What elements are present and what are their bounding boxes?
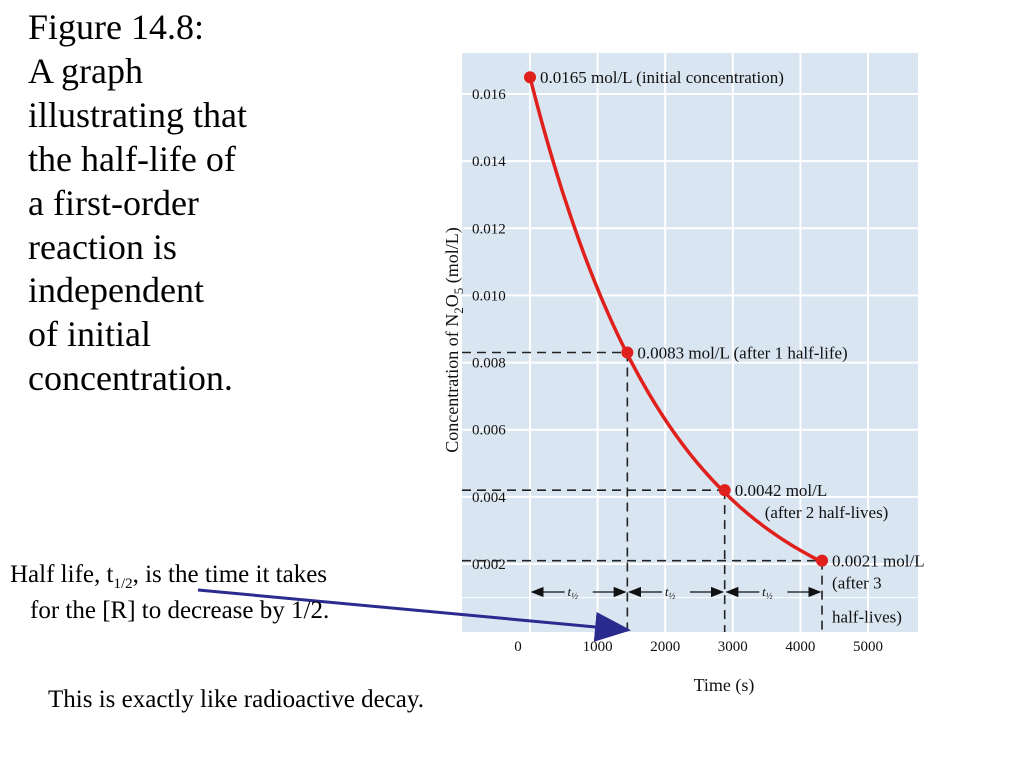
x-tick-label: 0 <box>514 639 522 655</box>
y-tick-label: 0.016 <box>472 87 506 103</box>
pointer-arrow <box>197 588 631 642</box>
caption-line: concentration. <box>28 358 233 399</box>
data-point-label: 0.0042 mol/L <box>735 481 828 500</box>
half-life-symbol: t <box>762 584 766 599</box>
half-life-span-label: t½ <box>665 584 676 601</box>
half-life-subscript: ½ <box>766 591 773 601</box>
y-tick-label: 0.010 <box>472 288 506 304</box>
data-point-label: half-lives) <box>832 608 902 627</box>
caption-line: A graph <box>28 50 143 91</box>
caption-line: reaction is <box>28 226 177 267</box>
data-point <box>621 346 634 359</box>
data-point-label: 0.0165 mol/L (initial concentration) <box>540 68 784 87</box>
note-line-1: Half life, t1/2, is the time it takes <box>10 558 329 594</box>
data-point <box>718 484 731 497</box>
figure-caption: Figure 14.8: A graph illustrating that t… <box>28 6 328 401</box>
caption-line: the half-life of <box>28 138 236 179</box>
half-life-span-label: t½ <box>762 584 773 601</box>
half-life-subscript: ½ <box>668 591 675 601</box>
y-tick-label: 0.014 <box>472 154 506 170</box>
y-axis-title: Concentration of N2O5 (mol/L) <box>442 227 466 452</box>
y-tick-label: 0.008 <box>472 356 506 372</box>
y-tick-label: 0.002 <box>472 557 506 573</box>
data-point-label: (after 2 half-lives) <box>765 503 889 522</box>
plot-background <box>462 53 918 632</box>
half-life-symbol: t <box>567 584 571 599</box>
x-tick-label: 1000 <box>583 639 613 655</box>
y-tick-label: 0.004 <box>472 490 506 506</box>
data-point <box>524 71 536 84</box>
x-tick-label: 4000 <box>785 639 815 655</box>
half-life-subscript: ½ <box>571 591 578 601</box>
footer-text: This is exactly like radioactive decay. <box>48 686 425 713</box>
decay-curve <box>528 76 823 564</box>
y-tick-label: 0.006 <box>472 423 506 439</box>
half-life-note: Half life, t1/2, is the time it takes fo… <box>10 558 329 628</box>
half-life-symbol: t <box>665 584 669 599</box>
data-point-label: 0.0083 mol/L (after 1 half-life) <box>637 344 847 363</box>
data-point <box>816 554 829 567</box>
caption-line: independent <box>28 270 204 311</box>
caption-line: Figure 14.8: <box>28 7 204 47</box>
x-tick-label: 3000 <box>718 639 748 655</box>
note-text: , is the time it takes <box>132 561 328 588</box>
caption-line: illustrating that <box>28 94 247 135</box>
y-tick-label: 0.012 <box>472 221 506 237</box>
x-tick-label: 5000 <box>853 639 883 655</box>
x-tick-label: 2000 <box>650 639 680 655</box>
note-subscript: 1/2 <box>113 576 133 592</box>
caption-line: of initial <box>28 314 151 355</box>
x-axis-title: Time (s) <box>694 675 755 696</box>
note-text: Half life, t <box>10 561 114 588</box>
data-point-label: (after 3 <box>832 574 882 593</box>
data-point-label: 0.0021 mol/L <box>832 552 925 571</box>
caption-line: a first-order <box>28 182 199 223</box>
note-line-2: for the [R] to decrease by 1/2. <box>30 597 330 625</box>
half-life-span-label: t½ <box>567 584 578 601</box>
